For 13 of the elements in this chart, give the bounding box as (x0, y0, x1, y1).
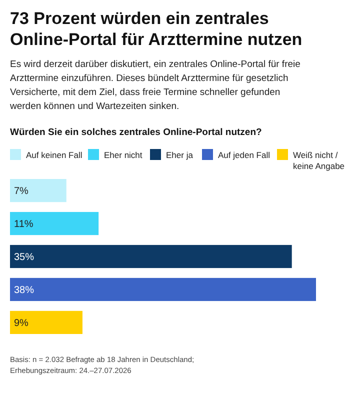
data-label: 11% (14, 219, 34, 230)
data-label: 7% (14, 186, 29, 198)
chart-subtitle: Es wird derzeit darüber diskutiert, ein zentrales Online-Portal für freie Arzttermine einzuführen. Dieses bündelt Arzttermine für gesetzlich Versicherte, mit dem Ziel, dass freie Termine schneller gefunden werden können und Wartezeiten sinken. (9, 59, 300, 112)
legend-label: Eher nicht (104, 150, 143, 160)
chart-title: 73 Prozent würden ein zentrales Online-Portal für Arzttermine nutzen (10, 9, 302, 49)
data-label: 38% (14, 284, 34, 296)
legend-label: Auf keinen Fall (26, 150, 82, 160)
legend-title: Würden Sie ein solches zentrales Online-Portal nutzen? (10, 127, 262, 138)
legend-label: Weiß nicht / keine Angabe (293, 150, 345, 171)
legend-label: Auf jeden Fall (218, 150, 270, 160)
data-label: 9% (14, 318, 29, 329)
data-label: 35% (14, 252, 34, 263)
legend-label: Eher ja (166, 150, 194, 160)
